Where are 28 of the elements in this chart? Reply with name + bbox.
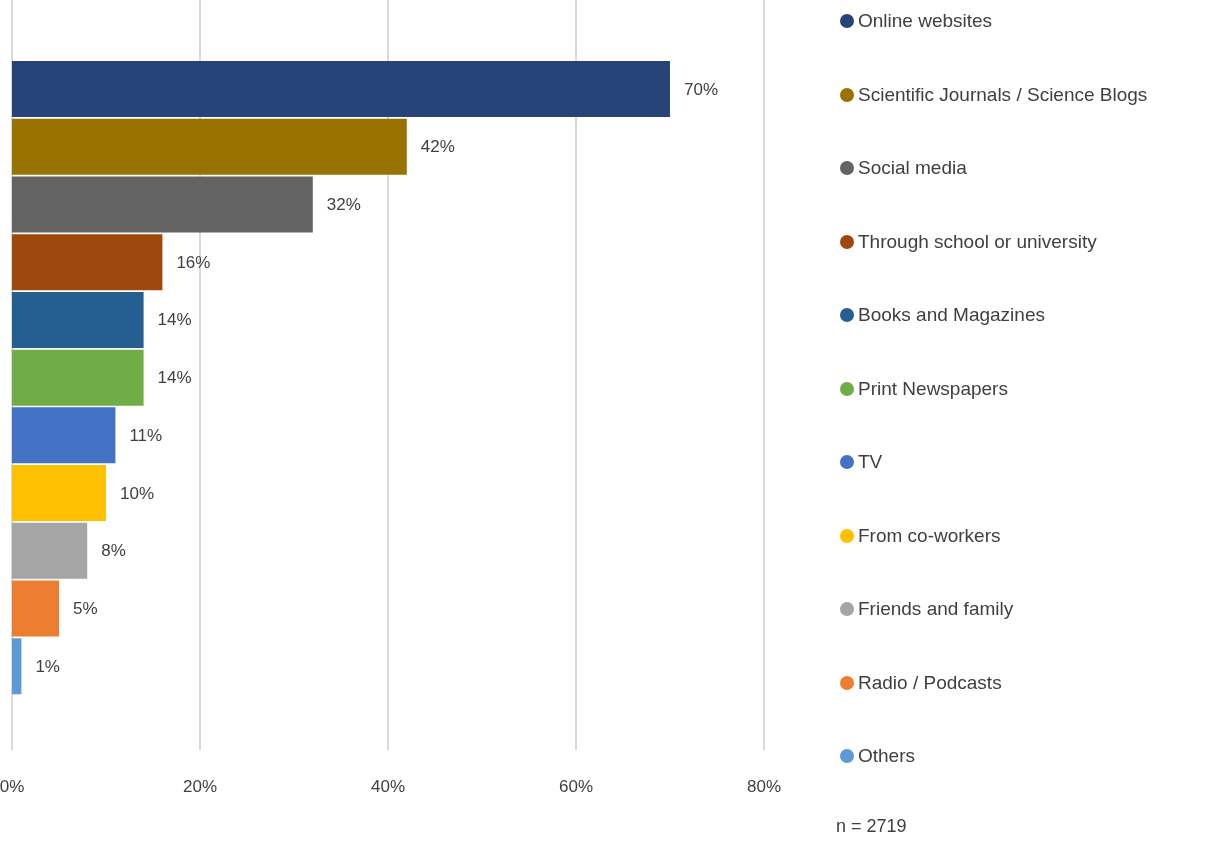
legend-label: Books and Magazines bbox=[858, 304, 1045, 325]
legend-label: Print Newspapers bbox=[858, 377, 1008, 399]
data-label: 10% bbox=[120, 483, 155, 503]
data-label: 70% bbox=[684, 79, 719, 99]
x-tick-label: 0% bbox=[0, 777, 25, 797]
data-label: 14% bbox=[157, 368, 192, 388]
x-tick-label: 80% bbox=[746, 777, 782, 797]
legend-label: Radio / Podcasts bbox=[858, 671, 1002, 693]
legend-label: Friends and family bbox=[858, 598, 1014, 619]
data-label: 1% bbox=[35, 656, 60, 676]
x-tick-label: 60% bbox=[558, 777, 594, 797]
legend-label: TV bbox=[858, 451, 883, 472]
data-label: 14% bbox=[157, 310, 192, 330]
legend-label: Scientific Journals / Science Blogs bbox=[858, 83, 1148, 105]
data-label: 8% bbox=[101, 541, 126, 561]
text: n = 2719 bbox=[836, 816, 907, 837]
legend-label: From co-workers bbox=[858, 524, 1001, 546]
legend-label: Social media bbox=[858, 157, 967, 178]
data-label: 5% bbox=[73, 599, 98, 619]
data-label: 32% bbox=[326, 194, 361, 214]
data-label: 11% bbox=[129, 425, 163, 445]
data-label: 42% bbox=[420, 137, 455, 157]
x-tick-label: 20% bbox=[182, 777, 218, 797]
legend-label: Others bbox=[858, 745, 916, 766]
legend-label: Through school or university bbox=[858, 230, 1097, 252]
legend-label: Online websites bbox=[858, 10, 993, 31]
data-label: 16% bbox=[176, 252, 211, 272]
x-tick-label: 40% bbox=[370, 777, 406, 797]
